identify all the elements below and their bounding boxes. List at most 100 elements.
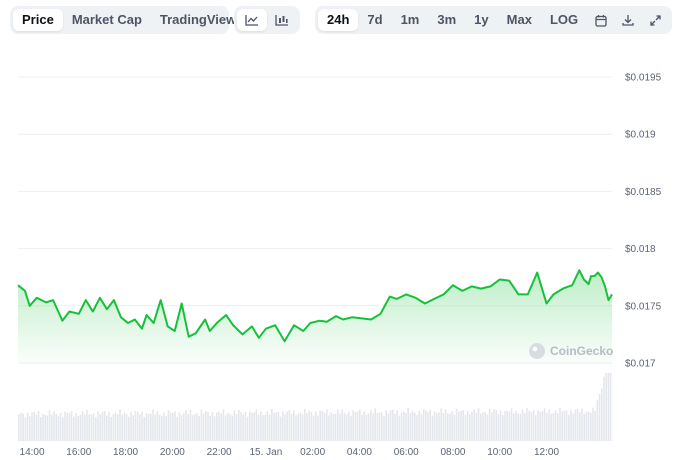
volume-bar: [565, 410, 568, 441]
volume-bar: [539, 412, 541, 441]
volume-bar: [255, 409, 258, 441]
price-area-fill: [18, 270, 612, 363]
volume-bar: [268, 414, 271, 441]
candlestick-button[interactable]: [267, 9, 297, 31]
volume-bar: [326, 409, 328, 441]
volume-bar: [389, 410, 392, 441]
volume-bar: [218, 411, 220, 441]
volume-bar: [330, 412, 332, 441]
volume-bar: [396, 410, 398, 441]
volume-bar: [222, 409, 225, 441]
volume-bar: [583, 414, 585, 441]
range-1y[interactable]: 1y: [474, 12, 489, 27]
volume-bar: [35, 414, 38, 441]
volume-bar: [394, 413, 396, 441]
volume-bar: [277, 411, 280, 441]
range-tab-group: 24h 7d 1m 3m 1y Max LOG: [315, 6, 672, 34]
tab-price[interactable]: Price: [13, 9, 63, 31]
volume-bar: [541, 410, 544, 441]
volume-bar: [475, 412, 478, 441]
x-tick-label: 12:00: [534, 447, 559, 458]
volume-bar: [471, 411, 473, 441]
volume-bar: [482, 412, 484, 441]
tab-market-cap[interactable]: Market Cap: [71, 12, 142, 27]
volume-bar: [585, 411, 588, 441]
volume-bar: [66, 413, 68, 441]
volume-bar: [240, 412, 242, 441]
y-tick-label: $0.017: [625, 359, 656, 370]
y-tick-label: $0.019: [625, 130, 656, 141]
volume-bar: [180, 415, 183, 441]
volume-bar: [356, 411, 359, 441]
volume-bar: [26, 412, 29, 441]
volume-bar: [363, 411, 365, 441]
volume-bar: [425, 410, 427, 441]
volume-bar: [154, 414, 156, 441]
tab-tradingview[interactable]: TradingView: [159, 12, 237, 27]
volume-bar: [128, 416, 130, 441]
volume-bar: [438, 412, 440, 441]
volume-bar: [339, 413, 341, 441]
range-3m[interactable]: 3m: [437, 12, 457, 27]
volume-bar: [312, 415, 315, 441]
volume-bar: [579, 412, 581, 441]
x-tick-label: 16:00: [66, 447, 91, 458]
range-max[interactable]: Max: [506, 12, 532, 27]
calendar-button[interactable]: [587, 9, 614, 31]
volume-bar: [427, 412, 429, 441]
volume-bar: [97, 411, 99, 441]
volume-bar: [400, 412, 403, 441]
volume-bar: [119, 409, 121, 441]
volume-bar: [176, 416, 178, 441]
volume-bar: [101, 411, 104, 441]
volume-bar: [306, 413, 308, 441]
x-tick-label: 20:00: [160, 447, 185, 458]
volume-bar: [143, 417, 145, 441]
volume-bar: [114, 412, 117, 441]
y-tick-label: $0.0175: [625, 301, 662, 312]
download-button[interactable]: [614, 9, 641, 31]
volume-bar: [557, 413, 559, 441]
volume-bar: [535, 415, 537, 441]
volume-bar: [90, 414, 93, 441]
volume-bar: [244, 411, 247, 441]
volume-bar: [508, 411, 511, 441]
volume-bar: [337, 409, 339, 441]
volume-bar: [537, 410, 539, 441]
volume-bar: [209, 415, 211, 441]
volume-bar: [293, 410, 295, 441]
volume-bar: [574, 409, 577, 441]
volume-bar: [572, 413, 574, 441]
volume-bar: [299, 412, 302, 441]
volume-bar: [367, 413, 370, 441]
volume-bar: [376, 413, 379, 441]
y-tick-label: $0.018: [625, 244, 656, 255]
volume-bar: [332, 413, 335, 441]
log-scale-toggle[interactable]: LOG: [549, 12, 579, 27]
line-chart-button[interactable]: [237, 9, 267, 31]
range-24h[interactable]: 24h: [318, 9, 359, 31]
volume-bar: [130, 411, 132, 441]
x-tick-label: 04:00: [347, 447, 372, 458]
volume-bar: [510, 407, 513, 441]
volume-bar: [220, 413, 222, 441]
volume-bars: [18, 373, 612, 441]
fullscreen-button[interactable]: [642, 9, 669, 31]
volume-bar: [570, 410, 572, 441]
range-7d[interactable]: 7d: [367, 12, 383, 27]
range-1m[interactable]: 1m: [400, 12, 420, 27]
volume-bar: [156, 411, 159, 441]
x-tick-label: 14:00: [20, 447, 45, 458]
volume-bar: [378, 412, 381, 441]
volume-bar: [229, 414, 231, 441]
x-axis-labels: 14:00 16:00 18:00 20:00 22:00 15. Jan 02:00 04:…: [20, 447, 560, 458]
volume-bar: [603, 376, 605, 441]
volume-bar: [22, 413, 24, 441]
volume-bar: [44, 414, 46, 441]
volume-bar: [279, 416, 282, 441]
volume-bar: [139, 414, 141, 441]
volume-bar: [422, 409, 425, 441]
volume-bar: [273, 412, 275, 441]
volume-bar: [70, 410, 73, 441]
